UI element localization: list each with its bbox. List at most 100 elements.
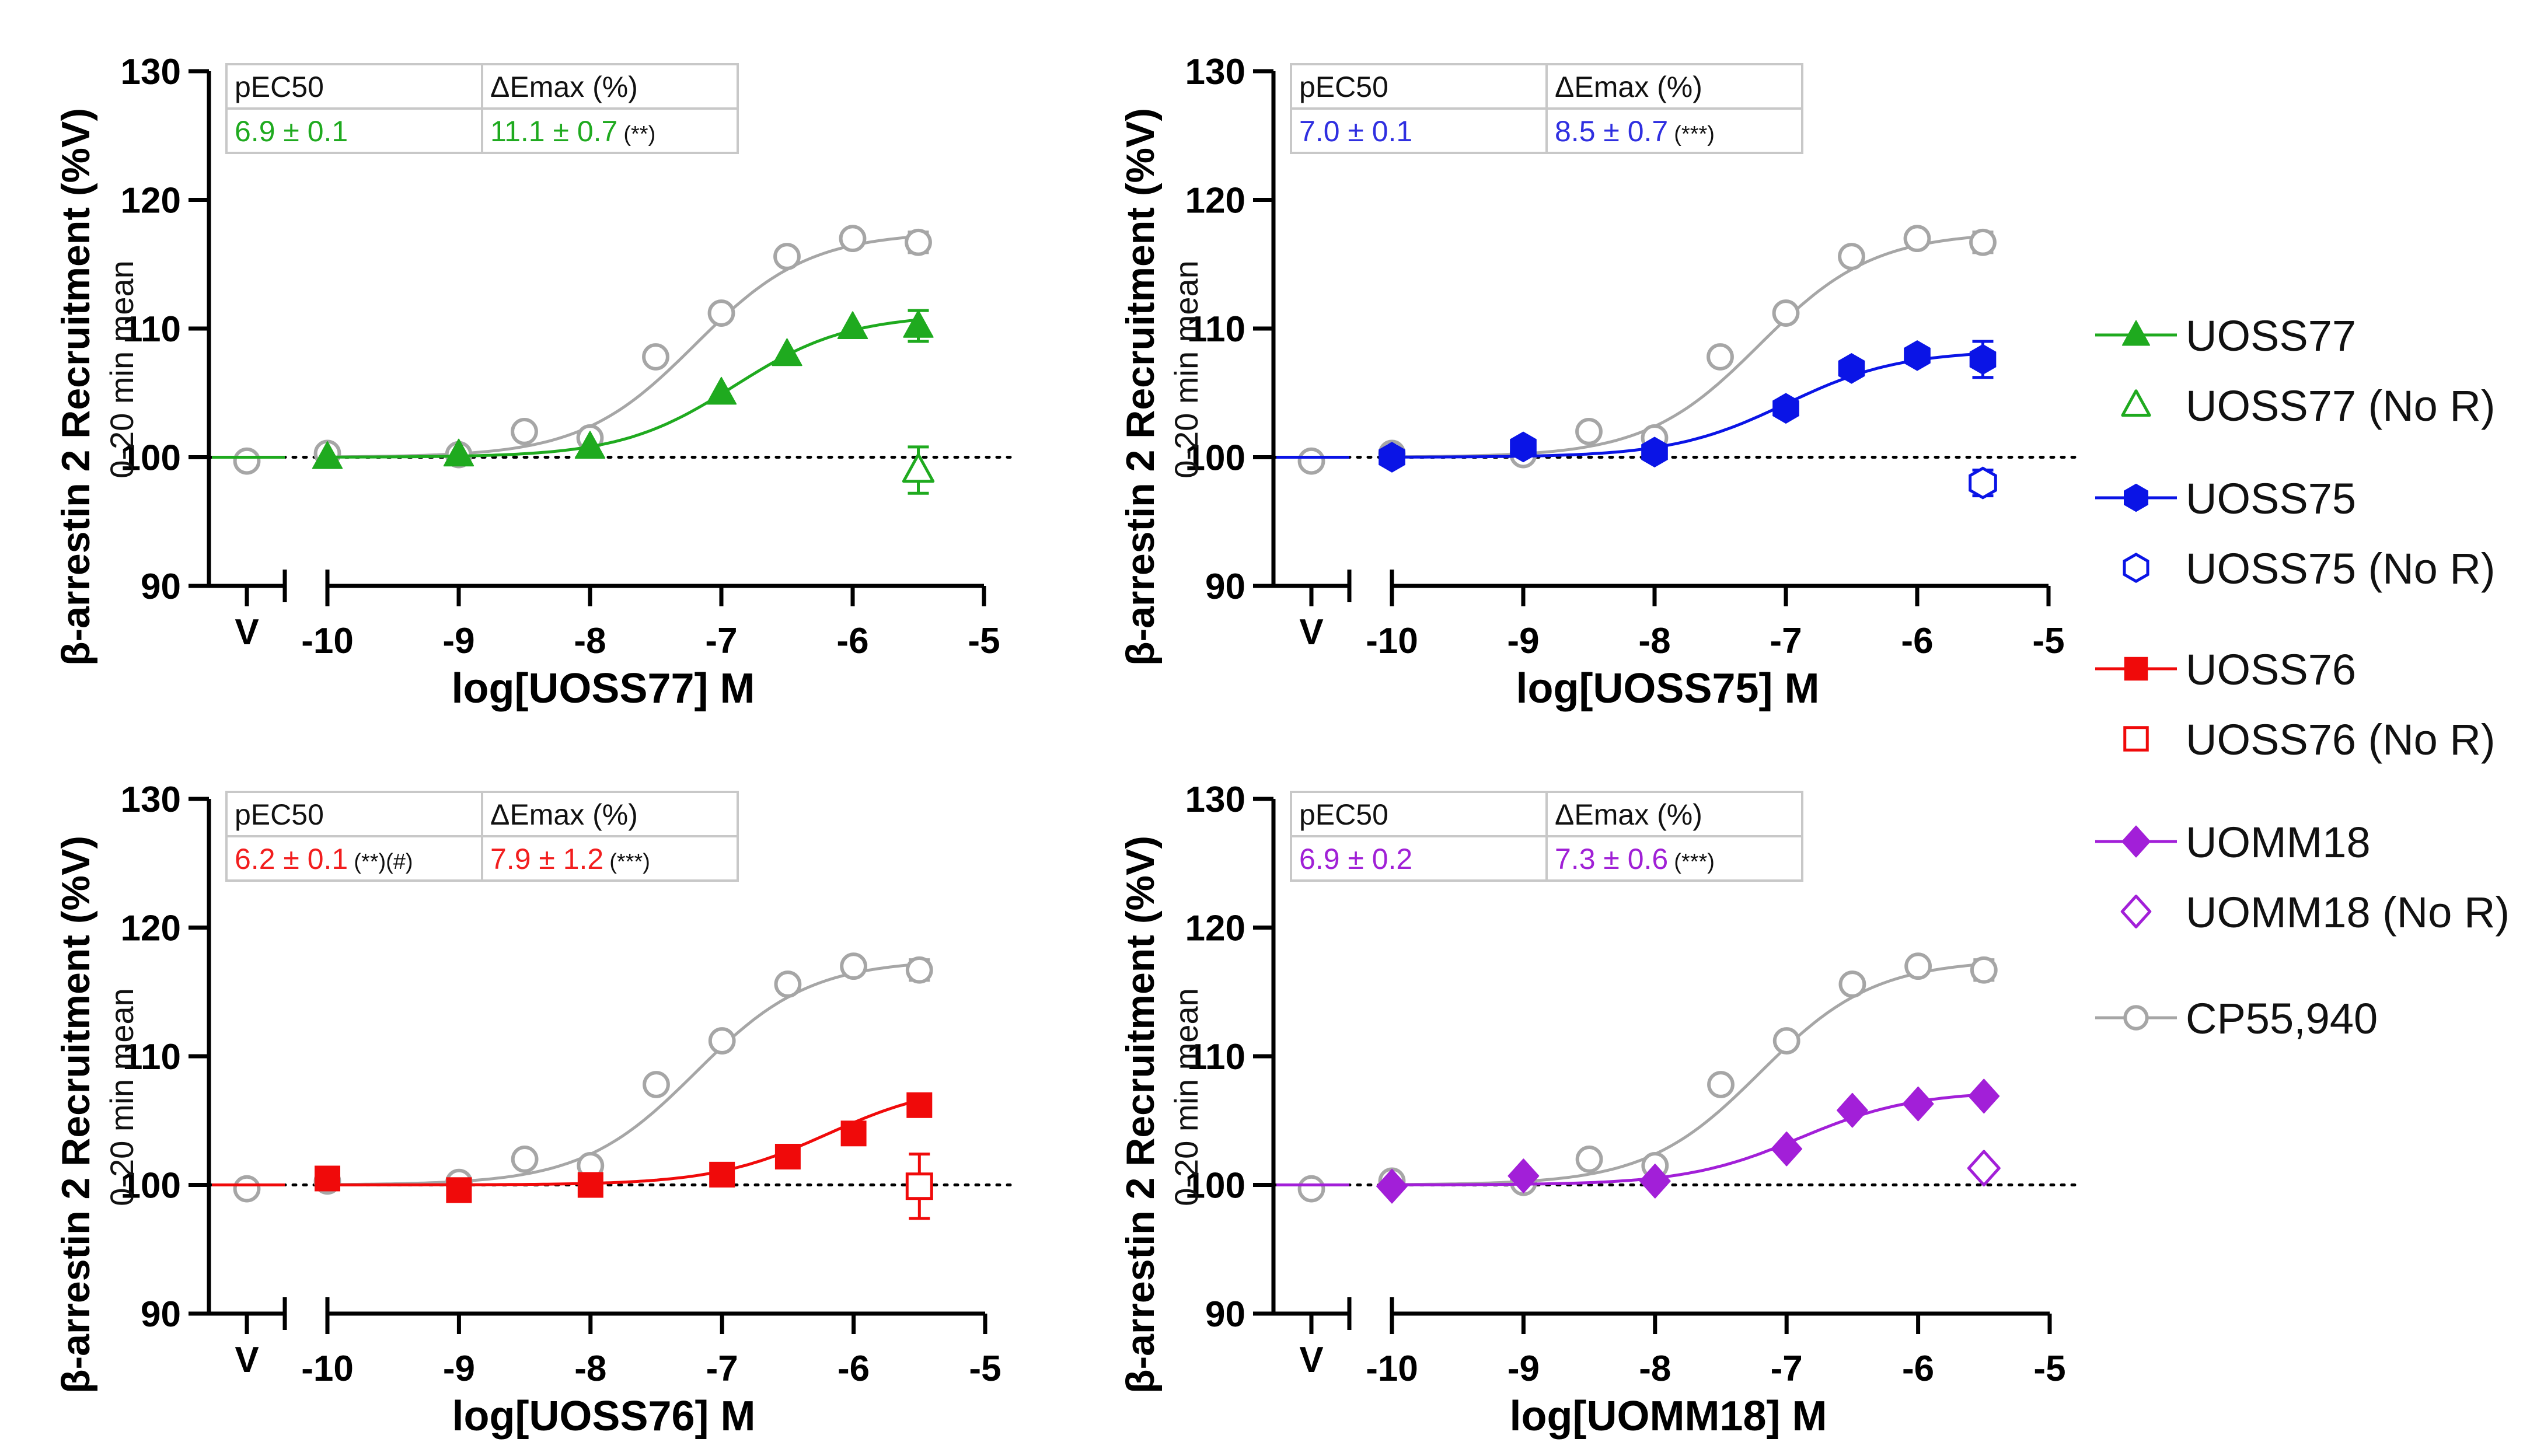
x-tick-label: -5 [968,621,1000,661]
series-uoss75-no-r- [1969,466,1997,500]
legend-item: UOSS76 (No R) [2123,715,2495,764]
y-tick-label: 130 [121,780,181,820]
stats-emax-value: 11.1 ± 0.7 (**) [490,115,655,148]
vehicle-point [233,1175,261,1203]
legend-label: UOSS75 (No R) [2186,544,2495,593]
data-point [446,1177,472,1203]
y-tick-label: 100 [1185,1166,1245,1206]
series-uoss75 [1276,340,1997,473]
legend-marker [2120,895,2152,928]
x-axis-title: log[UOSS75] M [1516,665,1819,712]
data-point [707,299,735,327]
stats-pec50-value: 7.0 ± 0.1 [1299,115,1412,148]
data-point [1967,1150,2001,1187]
series-uoss77 [212,309,934,469]
data-point [1903,225,1931,253]
legend-label: UOSS77 [2186,312,2356,360]
data-point [511,1146,539,1173]
x-tick-label: -9 [442,621,474,661]
y-tick-label: 90 [141,567,181,607]
chart-panel-uomm18: 90 100 110 120 130 V -10 -9 -8 -7 -6 -5 log[UOMM18] … [1118,780,2078,1440]
y-axis-title: β-arrestin 2 Recruitment (%V) [54,836,98,1394]
x-tick-label: -7 [1770,621,1802,661]
stats-table: pEC50 ΔEmax (%) 7.0 ± 0.1 8.5 ± 0.7 (***) [1290,63,1803,154]
data-point [1575,418,1603,445]
data-point [706,376,737,405]
data-point [905,1172,933,1200]
data-point [1838,353,1865,384]
data-point [443,438,474,467]
x-tick-label: -5 [2032,621,2064,661]
data-point [1376,1168,1408,1204]
stats-pec50-significance: (**)(#) [354,850,413,874]
legend-item: CP55,940 [2095,994,2378,1043]
x-tick-label: -7 [706,1349,738,1389]
data-point [903,310,934,338]
data-point [312,441,343,469]
data-point [1970,956,1998,984]
x-tick-label: -8 [574,1349,606,1389]
data-point [773,243,801,270]
data-point [643,1071,670,1098]
data-point [774,970,802,998]
x-tick-label: -10 [301,1349,354,1389]
x-tick-label: -10 [1366,1349,1418,1389]
x-tick-label: -9 [443,1349,475,1389]
stats-emax-number: 8.5 ± 0.7 [1555,115,1668,148]
data-point [1379,442,1405,473]
stats-emax-significance: (**) [623,122,655,146]
data-point [1510,431,1537,463]
data-point [1838,243,1865,270]
stats-header-emax: ΔEmax (%) [490,798,638,831]
vehicle-point [1297,1175,1325,1203]
y-tick-label: 110 [1187,1037,1245,1077]
fit-curve [1392,352,1983,459]
legend-marker [2123,1005,2149,1031]
stats-pec50-number: 6.9 ± 0.2 [1299,843,1412,875]
stats-header-emax: ΔEmax (%) [1555,71,1702,103]
data-point [772,338,802,366]
y-tick-label: 90 [1205,1294,1245,1335]
series-uoss76 [212,1092,933,1203]
legend-item: UOSS77 (No R) [2121,382,2495,430]
data-point [1575,1146,1603,1173]
x-tick-label: -6 [1902,1349,1934,1389]
fit-curve [327,1098,920,1186]
stats-emax-significance: (***) [609,850,650,874]
x-tick-label: -8 [1638,621,1670,661]
legend-item: UOSS76 [2095,645,2356,694]
legend-item: UOMM18 (No R) [2120,888,2510,937]
vehicle-tick-label: V [1299,1340,1323,1380]
legend-label: UOSS76 [2186,645,2356,694]
legend-item: UOSS77 [2095,312,2356,360]
x-tick-label: -10 [1366,621,1418,661]
y-tick-label: 110 [123,1037,181,1077]
legend-label: UOSS77 (No R) [2186,382,2495,430]
y-tick-label: 120 [1185,181,1245,221]
data-point [1771,1131,1803,1167]
y-tick-label: 90 [141,1294,181,1335]
data-point [1507,1158,1540,1193]
stats-table: pEC50 ΔEmax (%) 6.9 ± 0.1 11.1 ± 0.7 (**) [225,63,739,154]
vehicle-point [233,447,261,475]
legend-marker [2121,389,2151,417]
data-point [902,453,935,483]
fit-curve [1392,1093,1984,1186]
series-cp55-940 [1276,225,1997,475]
stats-header-pec50: pEC50 [1299,798,1388,831]
stats-header-emax: ΔEmax (%) [490,71,638,103]
legend-marker [2121,320,2151,346]
vehicle-point [1297,447,1325,475]
x-tick-label: -6 [836,621,868,661]
data-point [774,1143,801,1169]
data-point [1772,299,1800,327]
legend-marker [2124,657,2148,681]
x-tick-label: -10 [301,621,354,661]
stats-pec50-value: 6.9 ± 0.2 [1299,843,1412,875]
data-point [574,431,606,459]
y-tick-label: 110 [123,309,181,350]
stats-table: pEC50 ΔEmax (%)6.2 ± 0.1 (**)(#) 7.9 ± 1.2(… [225,791,739,882]
x-tick-label: -9 [1507,1349,1540,1389]
stats-pec50-number: 6.9 ± 0.1 [235,115,348,148]
